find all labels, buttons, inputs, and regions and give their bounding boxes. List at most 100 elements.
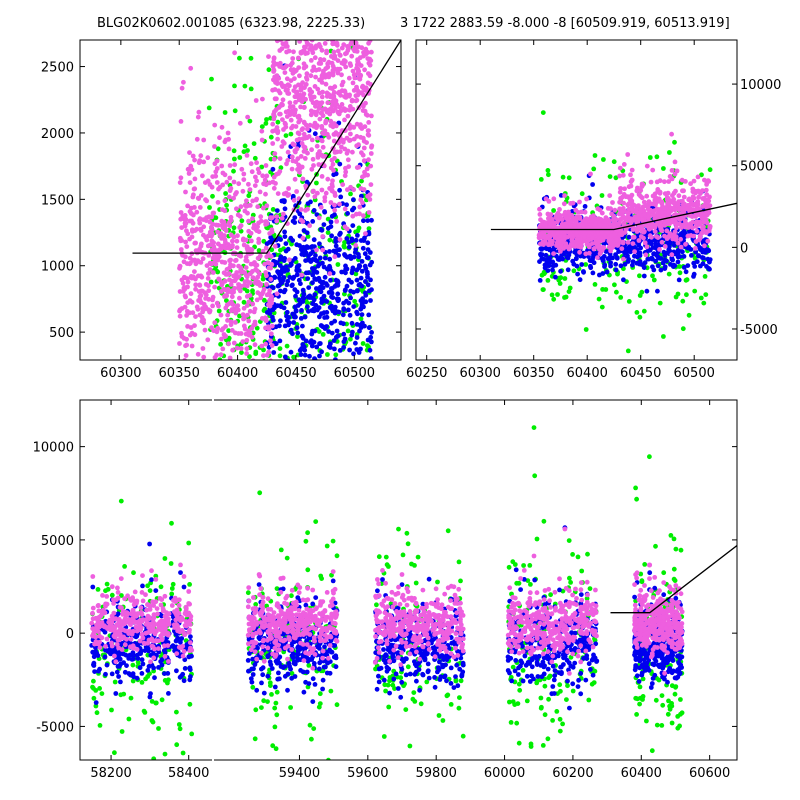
data-point-pink bbox=[256, 170, 262, 176]
data-point-blue bbox=[313, 414, 318, 419]
data-point-pink bbox=[252, 342, 258, 348]
data-point-blue bbox=[581, 269, 586, 275]
data-point-pink bbox=[228, 289, 234, 294]
data-point-pink bbox=[601, 245, 607, 251]
data-point-pink bbox=[343, 169, 349, 175]
data-point-pink bbox=[315, 151, 321, 157]
data-point-blue bbox=[320, 260, 325, 266]
data-point-blue bbox=[356, 263, 362, 268]
data-point-pink bbox=[298, 104, 303, 110]
data-point-pink bbox=[201, 159, 207, 165]
data-point-blue bbox=[332, 212, 337, 218]
data-point-green bbox=[128, 695, 134, 701]
data-point-green bbox=[317, 478, 322, 483]
data-point-blue bbox=[630, 259, 636, 264]
data-point-green bbox=[224, 202, 230, 208]
data-point-pink bbox=[207, 308, 213, 314]
data-point-pink bbox=[189, 299, 195, 305]
data-point-pink bbox=[348, 63, 354, 68]
data-point-pink bbox=[345, 187, 350, 193]
data-point-pink bbox=[250, 198, 256, 204]
data-point-pink bbox=[222, 278, 228, 284]
data-point-green bbox=[245, 148, 250, 153]
data-point-pink bbox=[313, 74, 318, 80]
data-point-pink bbox=[324, 33, 329, 38]
data-point-green bbox=[601, 157, 606, 162]
data-point-green bbox=[659, 723, 665, 728]
data-point-pink bbox=[320, 89, 325, 95]
data-point-green bbox=[320, 332, 326, 337]
data-point-pink bbox=[550, 231, 556, 237]
data-point-pink bbox=[561, 222, 567, 228]
data-point-pink bbox=[652, 216, 658, 222]
data-point-blue bbox=[290, 238, 296, 243]
data-point-blue bbox=[347, 312, 353, 318]
data-point-pink bbox=[569, 241, 575, 247]
data-point-pink bbox=[271, 55, 277, 61]
data-point-pink bbox=[311, 30, 316, 35]
data-point-blue bbox=[357, 328, 362, 334]
data-point-pink bbox=[364, 8, 369, 13]
data-point-green bbox=[237, 55, 242, 61]
data-point-pink bbox=[658, 222, 663, 228]
data-point-pink bbox=[217, 233, 223, 239]
data-point-pink bbox=[198, 153, 204, 159]
data-point-pink bbox=[264, 352, 270, 358]
data-point-pink bbox=[357, 12, 362, 17]
data-point-blue bbox=[287, 274, 293, 280]
data-point-blue bbox=[368, 334, 374, 340]
data-point-pink bbox=[219, 289, 224, 294]
data-point-pink bbox=[294, 8, 299, 13]
data-point-pink bbox=[644, 163, 650, 169]
data-point-pink bbox=[577, 249, 582, 255]
data-point-pink bbox=[209, 238, 215, 244]
data-point-pink bbox=[226, 245, 232, 251]
data-point-pink bbox=[332, 190, 338, 196]
data-point-pink bbox=[598, 235, 604, 240]
data-point-pink bbox=[205, 155, 211, 161]
data-point-pink bbox=[617, 165, 623, 171]
data-point-green bbox=[328, 30, 333, 35]
data-point-green bbox=[212, 426, 217, 431]
data-point-green bbox=[209, 393, 214, 398]
data-point-pink bbox=[320, 153, 326, 159]
data-point-pink bbox=[228, 214, 234, 220]
data-point-pink bbox=[227, 194, 232, 200]
data-point-pink bbox=[264, 282, 269, 287]
data-point-blue bbox=[538, 246, 544, 252]
data-point-green bbox=[126, 716, 132, 722]
data-point-pink bbox=[243, 272, 249, 278]
data-point-pink bbox=[668, 199, 674, 205]
data-point-green bbox=[571, 268, 577, 274]
data-point-green bbox=[278, 547, 284, 553]
data-point-pink bbox=[683, 220, 688, 226]
data-point-green bbox=[294, 387, 299, 392]
data-point-pink bbox=[302, 156, 308, 161]
data-point-pink bbox=[219, 124, 225, 130]
data-point-pink bbox=[356, 35, 361, 40]
data-point-pink bbox=[326, 74, 332, 80]
data-point-pink bbox=[347, 5, 352, 10]
data-point-green bbox=[246, 193, 252, 199]
data-point-pink bbox=[197, 216, 203, 222]
data-point-pink bbox=[341, 11, 346, 16]
data-point-blue bbox=[346, 244, 352, 250]
data-point-pink bbox=[628, 183, 634, 189]
panel-top-left: 60300 60350 60400 60450 60500500100015002000… bbox=[41, 5, 402, 483]
data-point-green bbox=[654, 154, 660, 160]
data-point-pink bbox=[254, 178, 259, 184]
data-point-pink bbox=[222, 222, 228, 228]
data-point-green bbox=[668, 533, 674, 538]
data-point-pink bbox=[212, 320, 218, 325]
data-point-pink bbox=[288, 67, 294, 73]
x-tick-label: 60450 bbox=[620, 366, 661, 381]
data-point-green bbox=[279, 425, 284, 430]
data-point-pink bbox=[620, 240, 626, 246]
data-point-pink bbox=[368, 29, 373, 34]
data-point-blue bbox=[297, 211, 303, 217]
data-point-green bbox=[549, 292, 555, 298]
data-point-pink bbox=[227, 163, 233, 168]
data-point-pink bbox=[311, 20, 316, 25]
data-point-pink bbox=[361, 17, 366, 22]
data-point-pink bbox=[330, 26, 335, 31]
